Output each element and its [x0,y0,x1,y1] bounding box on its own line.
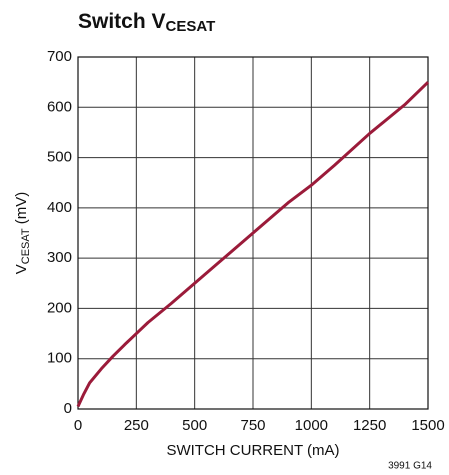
y-tick-label: 100 [47,350,72,367]
x-tick-label: 1000 [295,417,328,434]
ylabel-main: V [13,264,30,274]
y-tick-label: 600 [47,98,72,115]
y-tick-label: 0 [64,400,72,417]
x-tick-label: 250 [124,417,149,434]
y-tick-label: 500 [47,149,72,166]
y-axis-label: VCESAT (mV) [13,192,32,275]
y-tick-label: 700 [47,48,72,65]
title-main: Switch V [78,10,166,33]
x-axis-label: SWITCH CURRENT (mA) [166,442,339,459]
title-subscript: CESAT [166,18,216,35]
ylabel-subscript: CESAT [20,228,32,264]
x-tick-label: 500 [182,417,207,434]
chart-title: Switch VCESAT [78,10,215,35]
x-tick-label: 1500 [411,417,444,434]
x-tick-label: 750 [240,417,265,434]
plot-frame [77,56,429,410]
figure-id: 3991 G14 [388,461,432,472]
y-tick-label: 300 [47,249,72,266]
y-tick-label: 200 [47,299,72,316]
x-tick-label: 1250 [353,417,386,434]
data-line [76,81,430,408]
y-tick-label: 400 [47,199,72,216]
ylabel-unit: (mV) [13,192,30,229]
x-tick-label: 0 [74,417,82,434]
